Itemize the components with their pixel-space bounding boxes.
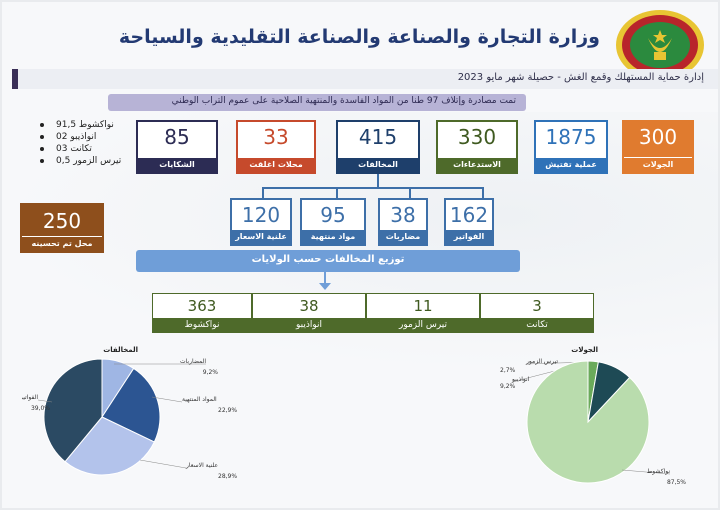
- violations-pie-chart: المخالفات المضاربات 9,2% المواد المنتهية22,…: [22, 346, 237, 480]
- region-value: 38: [299, 297, 319, 315]
- stat-card-closed-shops: 33 محلات اغلقت: [236, 120, 316, 174]
- pie-slice-label: المضاربات: [180, 358, 206, 365]
- down-arrow-icon: [324, 272, 326, 286]
- ministry-title: وزارة التجارة والصناعة والصناعة التقليدي…: [118, 26, 600, 48]
- pie-slice-label: المواد المنتهية: [182, 396, 217, 403]
- violation-type-card: 38 مضاربات: [378, 198, 428, 246]
- stat-label: محلات اغلقت: [238, 158, 314, 172]
- connector-line: [336, 187, 338, 199]
- stat-card-summons: 330 الاستدعاءات: [436, 120, 518, 174]
- pie-slice-label: الفواتير: [22, 394, 38, 401]
- violation-type-value: 120: [241, 203, 281, 227]
- stat-value: 330: [457, 125, 497, 149]
- pie-slice-value: 2,7%: [500, 367, 516, 374]
- region-cell: 38 انواذيبو: [252, 293, 366, 333]
- stat-card-inspections: 1875 عملية تفتيش: [534, 120, 608, 174]
- pie-leader-line: [621, 469, 671, 475]
- pie-leader-line: [139, 459, 187, 469]
- region-cell: 3 تكانت: [480, 293, 594, 333]
- stat-label: محل تم تحسينه: [22, 236, 102, 251]
- violation-type-card: 162 الفواتير: [444, 198, 494, 246]
- region-label: انواذيبو: [253, 318, 365, 332]
- pie-slice-label: نواكشوط: [647, 468, 671, 475]
- violation-type-label: مضاربات: [380, 230, 426, 244]
- stat-value: 33: [263, 125, 289, 149]
- list-item: 0,5 تيرس الزمور: [40, 155, 121, 167]
- pie-slice: [526, 360, 650, 484]
- region-label: نواكشوط: [153, 318, 251, 332]
- pie-leader-line: [37, 399, 53, 403]
- connector-line: [262, 187, 264, 199]
- subtitle-text: إدارة حماية المستهلك وقمع الغش - حصيلة ش…: [457, 72, 704, 83]
- seizure-note-text: تمت مصادرة وإتلاف 97 طنا من المواد الفاس…: [171, 96, 516, 106]
- connector-line: [482, 187, 484, 199]
- violation-type-value: 95: [320, 203, 346, 227]
- ministry-emblem-icon: [616, 10, 704, 80]
- list-item: 02 انواذيبو: [40, 131, 121, 143]
- connector-line: [262, 187, 484, 189]
- pie-slice-value: 22,9%: [218, 407, 237, 414]
- stat-label: الاستدعاءات: [438, 158, 516, 172]
- connector-line: [409, 187, 411, 199]
- stat-value: 85: [164, 125, 190, 149]
- list-item: 03 تكانت: [40, 143, 121, 155]
- stat-value: 415: [358, 125, 398, 149]
- stat-label: الجولات: [624, 157, 692, 172]
- stat-card-tours: 300 الجولات: [622, 120, 694, 174]
- pie-slice: [64, 416, 155, 476]
- distribution-header: توزيع المخالفات حسب الولايات: [136, 250, 520, 272]
- pie-title: الجولات: [571, 346, 598, 354]
- violation-type-value: 162: [449, 203, 489, 227]
- stat-card-regularized: 250 محل تم تحسينه: [20, 203, 104, 253]
- stat-card-violations: 415 المخالفات: [336, 120, 420, 174]
- region-label: تيرس الزمور: [367, 318, 479, 332]
- stat-label: الشكايات: [138, 158, 216, 172]
- violation-type-card: 120 علنية الاسعار: [230, 198, 292, 246]
- pie-title: المخالفات: [103, 346, 138, 354]
- connector-line: [377, 174, 379, 188]
- region-cell: 11 تيرس الزمور: [366, 293, 480, 333]
- list-item: 91,5 نواكشوط: [40, 119, 121, 131]
- violation-type-card: 95 مواد منتهية: [300, 198, 366, 246]
- violation-type-value: 38: [390, 203, 416, 227]
- pie-slice-value: 9,2%: [500, 383, 516, 390]
- stat-label: المخالفات: [338, 158, 418, 172]
- region-value: 11: [413, 297, 433, 315]
- seizure-breakdown-list: 91,5 نواكشوط 02 انواذيبو 03 تكانت 0,5 تي…: [40, 119, 121, 167]
- arrow-head-icon: [319, 283, 331, 290]
- stat-card-complaints: 85 الشكايات: [136, 120, 218, 174]
- region-label: تكانت: [481, 318, 593, 332]
- pie-slice-value: 28,9%: [218, 473, 237, 480]
- region-value: 363: [187, 297, 217, 315]
- distribution-label: توزيع المخالفات حسب الولايات: [251, 254, 405, 265]
- seizure-note: تمت مصادرة وإتلاف 97 طنا من المواد الفاس…: [108, 94, 526, 111]
- pie-slice-label: انواذيبو: [511, 376, 530, 383]
- subtitle-bar: إدارة حماية المستهلك وقمع الغش - حصيلة ش…: [12, 69, 718, 89]
- violation-type-label: الفواتير: [446, 230, 492, 244]
- stat-value: 250: [42, 209, 82, 233]
- violation-type-label: علنية الاسعار: [232, 230, 290, 244]
- pie-slice-label: تيرس الزمور: [525, 358, 558, 365]
- pie-slice-value: 39,0%: [31, 405, 50, 412]
- pie-slice-value: 87,5%: [667, 479, 686, 486]
- pie-slice: [43, 358, 103, 463]
- region-cell: 363 نواكشوط: [152, 293, 252, 333]
- pie-slice-value: 9,2%: [203, 369, 219, 376]
- stat-value: 1875: [545, 125, 597, 149]
- pie-slice-label: علنية الاسعار: [185, 462, 218, 469]
- region-value: 3: [532, 297, 542, 315]
- stat-label: عملية تفتيش: [536, 158, 606, 172]
- pie-leader-line: [151, 396, 183, 403]
- violation-type-label: مواد منتهية: [302, 230, 364, 244]
- stat-value: 300: [638, 125, 678, 149]
